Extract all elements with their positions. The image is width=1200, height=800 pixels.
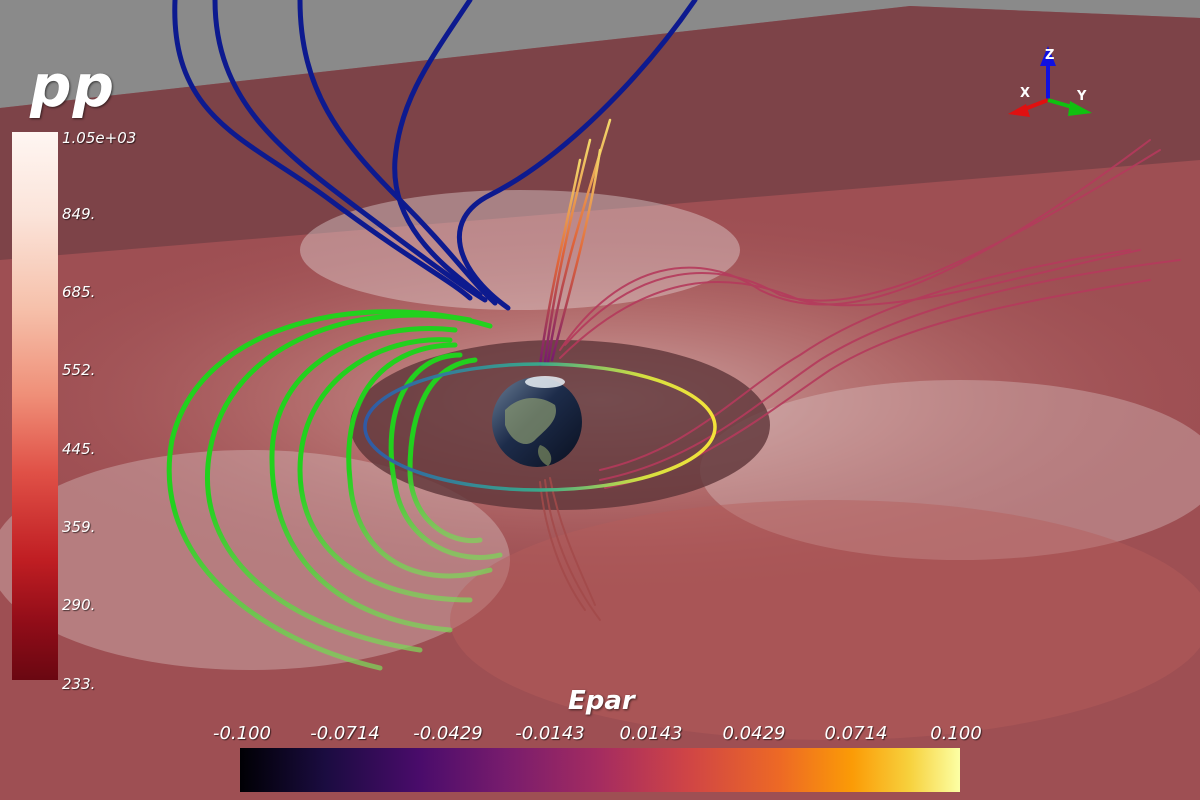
earth-continent [505, 398, 556, 445]
axis-label-y: Y [1077, 89, 1087, 104]
plane-glow-band [300, 190, 740, 310]
pp-tick-label: 849. [62, 205, 96, 223]
epar-tick-label: -0.0143 [515, 723, 585, 744]
pp-tick-label: 552. [62, 361, 96, 379]
epar-tick-label: -0.0714 [310, 723, 380, 744]
epar-legend-title: Epar [568, 686, 635, 716]
plane-red-band [450, 500, 1200, 740]
north-field-lines [172, 0, 698, 311]
epar-tick-label: 0.100 [930, 723, 982, 744]
pp-tick-label: 233. [62, 675, 96, 693]
axis-label-z: Z [1045, 48, 1055, 63]
pp-slice-plane-dark [0, 6, 1200, 260]
axes-orientation-triad [1008, 46, 1092, 117]
epar-tick-label: 0.0714 [824, 723, 888, 744]
earth-polar-cap [525, 376, 565, 388]
pp-tick-label: 445. [62, 440, 96, 458]
pp-legend-title: pp [30, 52, 116, 120]
pp-tick-label: 1.05e+03 [62, 129, 137, 147]
epar-tick-label: 0.0143 [619, 723, 683, 744]
epar-colorbar [240, 748, 960, 792]
earth-continent [537, 445, 552, 466]
pp-tick-label: 359. [62, 518, 96, 536]
axis-label-x: X [1020, 86, 1031, 101]
polar-field-lines [538, 118, 612, 367]
lower-field-lines [539, 477, 601, 621]
pp-colorbar [12, 132, 58, 680]
epar-tick-label: 0.0429 [722, 723, 786, 744]
plane-glow-band [700, 380, 1200, 560]
pp-tick-label: 290. [62, 596, 96, 614]
epar-tick-label: -0.100 [212, 723, 272, 744]
pp-tick-label: 685. [62, 283, 96, 301]
equatorial-ring [363, 362, 717, 492]
closed-field-lines [166, 309, 503, 671]
epar-tick-label: -0.0429 [413, 723, 483, 744]
